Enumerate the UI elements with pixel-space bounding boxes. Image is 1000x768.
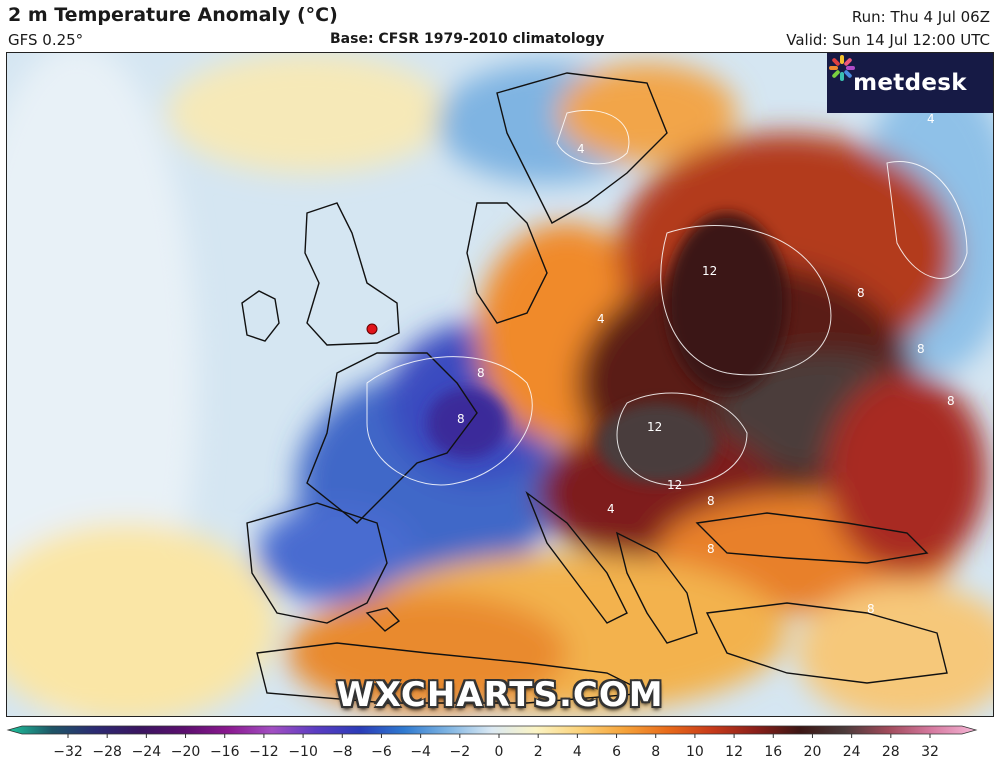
contour-label: 4 bbox=[607, 502, 615, 516]
coastlines bbox=[241, 72, 948, 704]
colorbar-tick-label: −28 bbox=[92, 744, 122, 760]
metdesk-logo: metdesk bbox=[827, 53, 993, 113]
valid-time-label: Valid: Sun 14 Jul 12:00 UTC bbox=[786, 31, 990, 49]
model-label: GFS 0.25° bbox=[8, 31, 84, 49]
contour-label: 12 bbox=[667, 478, 682, 492]
colorbar-tick-label: 28 bbox=[882, 744, 900, 760]
anomaly-map[interactable]: 12 12 12 8 8 8 8 8 4 4 4 4 8 8 8 bbox=[6, 52, 994, 717]
contour-label: 4 bbox=[577, 142, 585, 156]
colorbar-tick-label: 0 bbox=[495, 744, 504, 760]
colorbar-tick-label: −24 bbox=[132, 744, 162, 760]
contour-labels: 12 12 12 8 8 8 8 8 4 4 4 4 8 8 8 bbox=[457, 112, 955, 616]
chart-title: 2 m Temperature Anomaly (°C) bbox=[8, 4, 338, 26]
contour-label: 4 bbox=[927, 112, 935, 126]
colorbar-tick-label: 12 bbox=[725, 744, 743, 760]
colorbar-tick-label: 6 bbox=[612, 744, 621, 760]
contours bbox=[366, 109, 968, 487]
metdesk-logo-text: metdesk bbox=[853, 70, 967, 96]
contour-label: 8 bbox=[867, 602, 875, 616]
colorbar-tick-label: −16 bbox=[210, 744, 240, 760]
colorbar-tick-label: 8 bbox=[651, 744, 660, 760]
colorbar-gradient bbox=[6, 725, 978, 735]
colorbar-tick-label: 24 bbox=[843, 744, 861, 760]
anomaly-shading bbox=[7, 53, 993, 716]
run-time-label: Run: Thu 4 Jul 06Z bbox=[851, 8, 990, 26]
contour-label: 12 bbox=[702, 264, 717, 278]
colorbar-tick-label: −6 bbox=[371, 744, 392, 760]
contour-label: 8 bbox=[457, 412, 465, 426]
wxcharts-watermark: WXCHARTS.COM bbox=[336, 675, 664, 715]
contour-label: 8 bbox=[857, 286, 865, 300]
colorbar-tick-label: 10 bbox=[686, 744, 704, 760]
location-marker[interactable] bbox=[366, 323, 378, 335]
anomaly-core bbox=[427, 213, 787, 483]
colorbar-tick-label: −8 bbox=[332, 744, 353, 760]
colorbar-tick-label: −2 bbox=[449, 744, 470, 760]
colorbar-tick-label: −32 bbox=[53, 744, 83, 760]
colorbar-tick-label: −10 bbox=[288, 744, 318, 760]
contour-label: 8 bbox=[947, 394, 955, 408]
colorbar-tick-label: −4 bbox=[410, 744, 431, 760]
colorbar-tick-label: 20 bbox=[804, 744, 822, 760]
flower-burst-icon bbox=[829, 55, 855, 81]
colorbar: −32 −28 −24 −20 −16 −12 −10 −8 −6 −4 −2 0 2 4 6 8 10 12 16… bbox=[6, 725, 978, 760]
colorbar-tick-label: −20 bbox=[171, 744, 201, 760]
colorbar-tick-label: −12 bbox=[249, 744, 279, 760]
colorbar-tick-label: 32 bbox=[921, 744, 939, 760]
contour-label: 8 bbox=[707, 542, 715, 556]
colorbar-tick-label: 2 bbox=[534, 744, 543, 760]
colorbar-tick-label: 16 bbox=[764, 744, 782, 760]
contour-label: 8 bbox=[917, 342, 925, 356]
contour-label: 8 bbox=[477, 366, 485, 380]
contour-label: 4 bbox=[597, 312, 605, 326]
contour-label: 8 bbox=[707, 494, 715, 508]
climatology-base-label: Base: CFSR 1979-2010 climatology bbox=[330, 31, 605, 47]
anomaly-field: 12 12 12 8 8 8 8 8 4 4 4 4 8 8 8 bbox=[7, 53, 993, 716]
colorbar-tick-label: 4 bbox=[573, 744, 582, 760]
contour-label: 12 bbox=[647, 420, 662, 434]
